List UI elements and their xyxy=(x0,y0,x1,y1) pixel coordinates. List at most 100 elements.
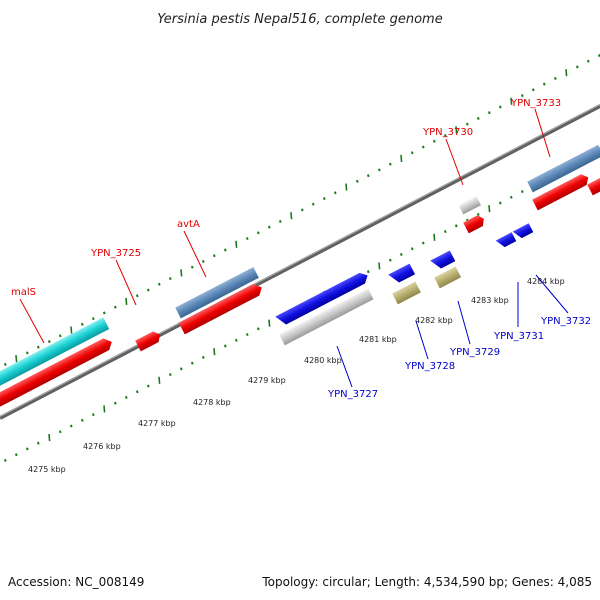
map-title: Yersinia pestis Nepal516, complete genom… xyxy=(157,12,442,27)
YPN_3725-cds[interactable] xyxy=(135,329,163,352)
YPN_3732-cds[interactable] xyxy=(512,223,534,240)
minor-tick xyxy=(477,116,480,120)
major-tick xyxy=(455,126,458,134)
gene-label-YPN_3732[interactable]: YPN_3732 xyxy=(540,316,591,327)
YPN_3729-cds[interactable] xyxy=(430,250,456,272)
major-tick xyxy=(213,348,216,356)
minor-tick xyxy=(422,241,425,245)
minor-tick xyxy=(202,259,205,263)
label-leader xyxy=(19,298,45,344)
gene-label-YPN_3729[interactable]: YPN_3729 xyxy=(449,347,500,358)
accession-text: Accession: NC_008149 xyxy=(8,575,144,589)
YPN_3733-cds[interactable] xyxy=(532,172,591,211)
genome-backbone-highlight xyxy=(0,103,600,418)
minor-tick xyxy=(15,453,18,457)
minor-tick xyxy=(334,191,337,195)
next-cds[interactable] xyxy=(587,175,600,196)
major-tick xyxy=(15,355,18,363)
major-tick xyxy=(158,376,161,384)
malS-cds[interactable] xyxy=(0,336,115,410)
YPN_3730-gene[interactable] xyxy=(458,196,482,215)
minor-tick xyxy=(169,373,172,377)
minor-tick xyxy=(444,134,447,138)
gene-label-YPN_3730[interactable]: YPN_3730 xyxy=(422,127,473,138)
major-tick xyxy=(378,262,381,270)
minor-tick xyxy=(576,65,579,69)
scale-label: 4280 kbp xyxy=(304,356,342,365)
YPN_3729-gene[interactable] xyxy=(434,266,462,289)
YPN_3728-cds[interactable] xyxy=(388,263,416,286)
minor-tick xyxy=(191,265,194,269)
minor-tick xyxy=(323,197,326,200)
major-tick xyxy=(268,319,271,327)
minor-tick xyxy=(136,390,139,394)
minor-tick xyxy=(356,179,359,183)
minor-tick xyxy=(521,190,524,194)
minor-tick xyxy=(92,317,95,321)
minor-tick xyxy=(114,401,117,405)
label-leader xyxy=(457,300,471,345)
minor-tick xyxy=(521,94,524,98)
gene-label-malS[interactable]: malS xyxy=(11,287,36,298)
minor-tick xyxy=(587,59,590,63)
scale-label: 4279 kbp xyxy=(248,376,286,385)
scale-label: 4277 kbp xyxy=(138,419,176,428)
reverse-gene-labels: YPN_3727 YPN_3728 YPN_3729 YPN_3731 YPN_… xyxy=(327,274,591,400)
minor-tick xyxy=(301,208,304,212)
minor-tick xyxy=(103,311,106,315)
avtA-cds[interactable] xyxy=(178,281,265,335)
YPN_3731-cds[interactable] xyxy=(495,232,517,249)
YPN_3733-gene[interactable] xyxy=(527,144,600,193)
minor-tick xyxy=(389,258,392,262)
minor-tick xyxy=(59,430,62,434)
genome-backbone xyxy=(0,104,600,420)
major-tick xyxy=(565,69,568,77)
gene-label-YPN_3727[interactable]: YPN_3727 xyxy=(327,389,378,400)
minor-tick xyxy=(4,458,7,462)
gene-label-avtA[interactable]: avtA xyxy=(177,219,200,230)
gene-label-YPN_3733[interactable]: YPN_3733 xyxy=(510,98,561,109)
minor-tick xyxy=(477,212,480,216)
minor-tick xyxy=(433,139,436,143)
YPN_3728-gene[interactable] xyxy=(392,281,421,305)
minor-tick xyxy=(37,345,40,349)
minor-tick xyxy=(70,424,73,428)
scale-label: 4284 kbp xyxy=(527,277,565,286)
minor-tick xyxy=(444,230,447,234)
label-leader xyxy=(534,108,551,158)
minor-tick xyxy=(213,254,216,258)
minor-tick xyxy=(48,340,51,343)
major-tick xyxy=(125,297,128,306)
YPN_3727-gene[interactable] xyxy=(279,288,374,346)
gene-label-YPN_3725[interactable]: YPN_3725 xyxy=(90,248,141,259)
YPN_3730-cds[interactable] xyxy=(463,213,486,234)
minor-tick xyxy=(125,396,128,399)
minor-tick xyxy=(455,224,458,228)
scale-label: 4276 kbp xyxy=(83,442,121,451)
major-tick xyxy=(70,326,73,334)
minor-tick xyxy=(81,322,84,326)
minor-tick xyxy=(37,441,40,445)
minor-tick xyxy=(488,111,491,115)
label-leader xyxy=(115,259,137,306)
minor-tick xyxy=(543,82,546,86)
minor-tick xyxy=(81,418,84,422)
minor-tick xyxy=(147,288,150,292)
avtA-gene[interactable] xyxy=(175,267,259,319)
minor-tick xyxy=(400,253,403,256)
minor-tick xyxy=(147,384,150,388)
malS-gene[interactable] xyxy=(0,317,110,389)
gene-label-YPN_3731[interactable]: YPN_3731 xyxy=(493,331,544,342)
major-tick xyxy=(290,212,293,220)
minor-tick xyxy=(92,413,95,417)
YPN_3727-cds[interactable] xyxy=(275,270,370,327)
minor-tick xyxy=(257,231,260,235)
label-leader xyxy=(336,345,353,388)
minor-tick xyxy=(202,355,205,359)
forward-gene-labels: malS YPN_3725 avtA YPN_3730 YPN_3733 xyxy=(11,98,561,344)
minor-tick xyxy=(169,277,172,281)
gene-label-YPN_3728[interactable]: YPN_3728 xyxy=(404,361,455,372)
gene-features xyxy=(0,144,600,410)
minor-tick xyxy=(510,195,513,199)
